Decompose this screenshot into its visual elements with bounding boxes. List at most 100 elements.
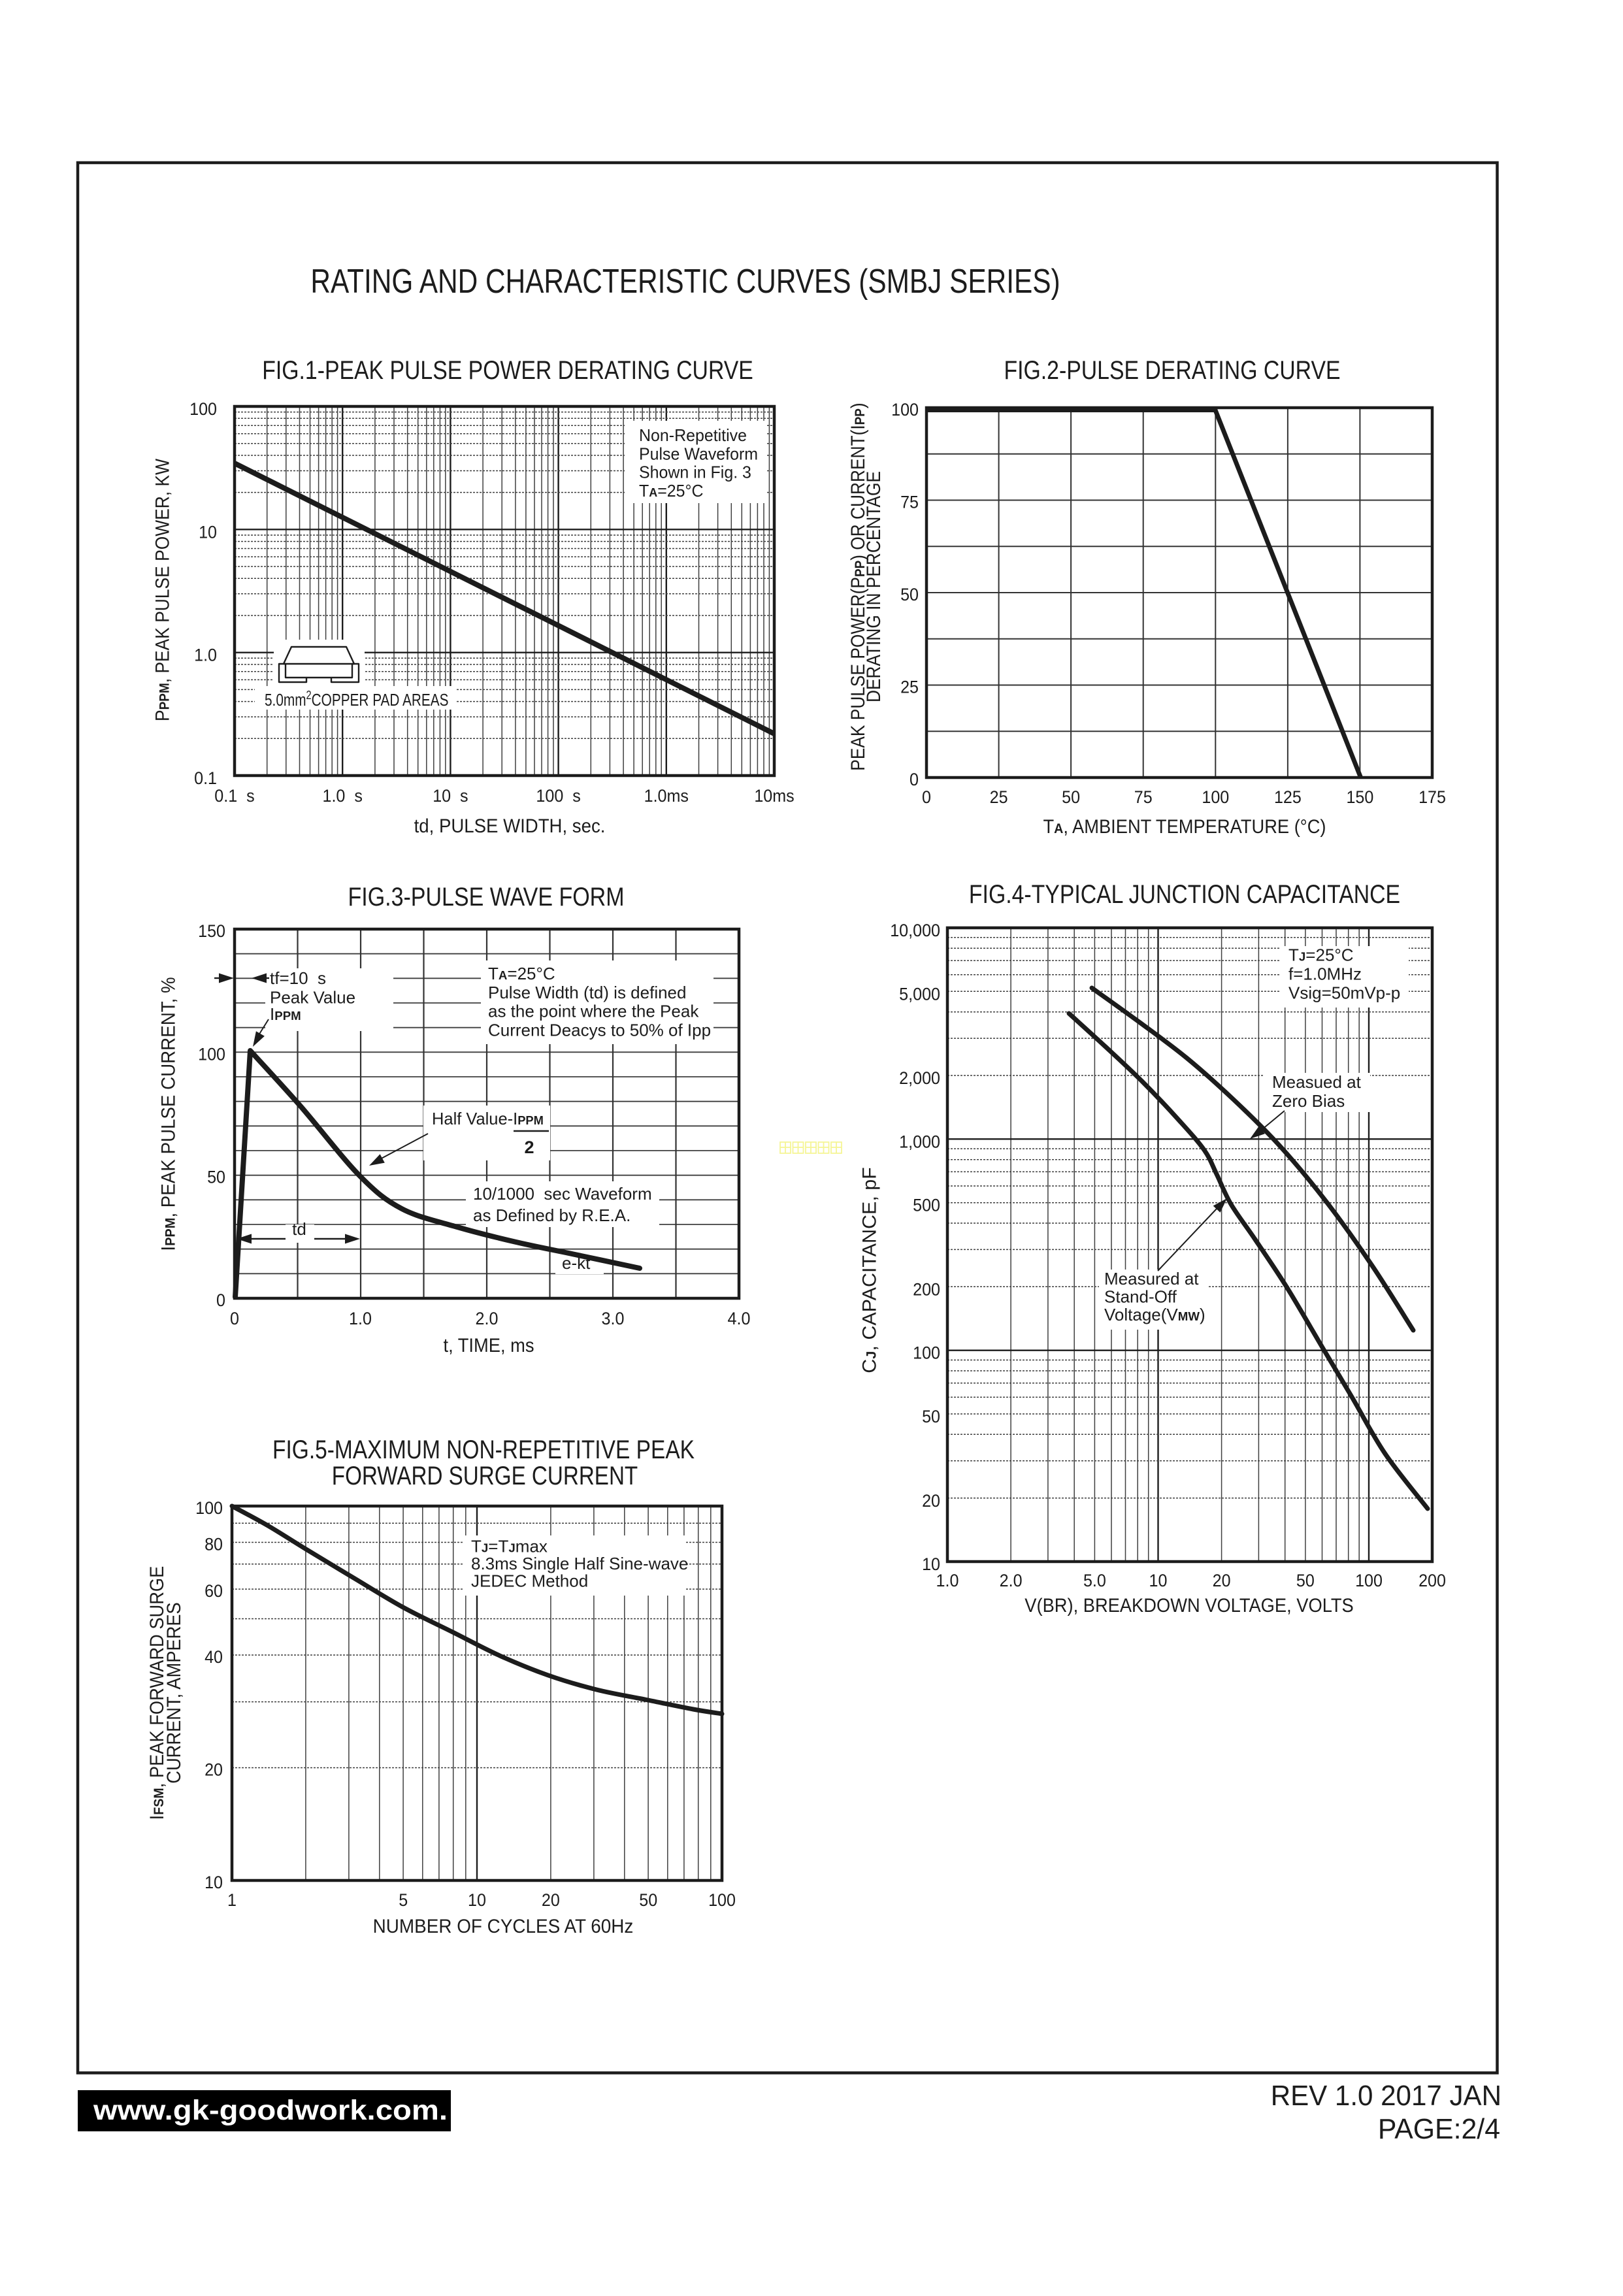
svg-text:FIG.1-PEAK PULSE POWER DERATIN: FIG.1-PEAK PULSE POWER DERATING CURVE	[262, 355, 753, 384]
svg-text:100: 100	[195, 1498, 223, 1518]
svg-text:1.0ms: 1.0ms	[644, 785, 689, 806]
svg-text:75: 75	[900, 492, 919, 512]
svg-text:FIG.5-MAXIMUM NON-REPETITIVE P: FIG.5-MAXIMUM NON-REPETITIVE PEAK	[272, 1435, 695, 1464]
svg-text:5.0: 5.0	[1083, 1570, 1106, 1590]
svg-text:50: 50	[1062, 787, 1080, 807]
svg-text:20: 20	[205, 1760, 223, 1780]
svg-text:RATING AND CHARACTERISTIC CURV: RATING AND CHARACTERISTIC CURVES (SMBJ S…	[310, 263, 1060, 301]
svg-text:10: 10	[922, 1554, 940, 1574]
svg-text:10: 10	[205, 1872, 223, 1892]
svg-text:1: 1	[227, 1890, 237, 1910]
svg-text:1.0: 1.0	[936, 1570, 959, 1590]
svg-text:0: 0	[216, 1290, 225, 1310]
svg-text:10ms: 10ms	[754, 785, 794, 806]
svg-text:JEDEC Method: JEDEC Method	[471, 1571, 588, 1591]
svg-text:REV 1.0 2017 JAN: REV 1.0 2017 JAN	[1271, 2080, 1501, 2112]
svg-text:10,000: 10,000	[890, 920, 940, 940]
svg-text:Non-Repetitive: Non-Repetitive	[639, 427, 747, 446]
svg-text:25: 25	[990, 787, 1008, 807]
svg-text:100: 100	[198, 1043, 225, 1064]
svg-text:PAGE:2/4: PAGE:2/4	[1378, 2113, 1500, 2145]
svg-text:500: 500	[913, 1195, 940, 1215]
svg-text:2: 2	[524, 1138, 534, 1157]
svg-text:10: 10	[199, 521, 217, 542]
svg-text:1.0: 1.0	[194, 645, 217, 665]
svg-text:2.0: 2.0	[476, 1308, 499, 1328]
svg-text:www.gk-goodwork.com.: www.gk-goodwork.com.	[93, 2094, 448, 2126]
svg-text:1,000: 1,000	[899, 1131, 940, 1151]
svg-text:100: 100	[189, 399, 217, 419]
svg-text:PPPM, PEAK PULSE POWER, KW: PPPM, PEAK PULSE POWER, KW	[151, 459, 173, 721]
svg-text:10: 10	[468, 1890, 486, 1910]
svg-text:2,000: 2,000	[899, 1068, 940, 1088]
svg-text:f=1.0MHz: f=1.0MHz	[1288, 964, 1362, 984]
svg-text:0.1 s: 0.1 s	[214, 785, 254, 806]
svg-text:100: 100	[1202, 787, 1229, 807]
svg-text:Stand-Off: Stand-Off	[1104, 1287, 1177, 1307]
svg-text:200: 200	[913, 1279, 940, 1300]
svg-text:Pulse Waveform: Pulse Waveform	[639, 445, 758, 464]
svg-text:FIG.2-PULSE DERATING CURVE: FIG.2-PULSE DERATING CURVE	[1004, 355, 1340, 384]
svg-text:50: 50	[639, 1890, 657, 1910]
svg-text:t, TIME, ms: t, TIME, ms	[444, 1335, 534, 1356]
svg-text:Zero Bias: Zero Bias	[1272, 1091, 1345, 1111]
svg-text:20: 20	[542, 1890, 560, 1910]
svg-text:TJ=25°C: TJ=25°C	[1288, 945, 1354, 965]
svg-text:0.1: 0.1	[194, 768, 217, 788]
svg-text:td, PULSE WIDTH, sec.: td, PULSE WIDTH, sec.	[414, 815, 606, 837]
svg-text:Voltage(VMW): Voltage(VMW)	[1104, 1305, 1205, 1324]
svg-text:10 s: 10 s	[433, 785, 468, 806]
svg-text:CJ, CAPACITANCE, pF: CJ, CAPACITANCE, pF	[859, 1167, 881, 1373]
svg-text:as Defined by R.E.A.: as Defined by R.E.A.	[473, 1205, 631, 1225]
svg-text:e-kt: e-kt	[562, 1253, 591, 1273]
svg-text:100: 100	[891, 399, 919, 419]
svg-text:10/1000 sec Waveform: 10/1000 sec Waveform	[473, 1184, 652, 1204]
svg-text:50: 50	[922, 1406, 940, 1426]
svg-text:2.0: 2.0	[1000, 1570, 1023, 1590]
svg-text:Current Deacys to 50% of Ipp: Current Deacys to 50% of Ipp	[488, 1020, 711, 1040]
svg-text:125: 125	[1274, 787, 1302, 807]
svg-text:as the point where the Peak: as the point where the Peak	[488, 1002, 699, 1021]
svg-text:8.3ms Single Half Sine-wave: 8.3ms Single Half Sine-wave	[471, 1554, 688, 1573]
svg-text:50: 50	[900, 584, 919, 604]
svg-text:3.0: 3.0	[602, 1308, 625, 1328]
svg-text:150: 150	[198, 921, 225, 941]
svg-text:175: 175	[1418, 787, 1446, 807]
svg-text:TA=25°C: TA=25°C	[639, 482, 704, 500]
svg-text:80: 80	[205, 1534, 223, 1554]
svg-text:100: 100	[708, 1890, 736, 1910]
svg-text:0: 0	[230, 1308, 239, 1328]
svg-text:FIG.4-TYPICAL JUNCTION CAPACIT: FIG.4-TYPICAL JUNCTION CAPACITANCE	[969, 879, 1400, 908]
svg-text:200: 200	[1418, 1570, 1446, 1590]
svg-text:100: 100	[913, 1343, 940, 1363]
svg-text:5: 5	[399, 1890, 408, 1910]
svg-text:Measued at: Measued at	[1272, 1072, 1362, 1092]
svg-text:NUMBER OF CYCLES AT 60Hz: NUMBER OF CYCLES AT 60Hz	[373, 1916, 634, 1937]
svg-text:TA=25°C: TA=25°C	[488, 964, 555, 983]
svg-text:20: 20	[1213, 1570, 1231, 1590]
svg-text:0: 0	[922, 787, 931, 807]
svg-text:tf=10 s: tf=10 s	[270, 968, 326, 988]
svg-text:FIG.3-PULSE WAVE FORM: FIG.3-PULSE WAVE FORM	[348, 881, 624, 911]
svg-text:Pulse Width (td) is defined: Pulse Width (td) is defined	[488, 983, 686, 1002]
svg-text:10: 10	[1149, 1570, 1168, 1590]
svg-text:20: 20	[922, 1490, 940, 1511]
svg-text:1.0: 1.0	[349, 1308, 372, 1328]
svg-text:TA, AMBIENT TEMPERATURE (°C): TA, AMBIENT TEMPERATURE (°C)	[1043, 816, 1326, 838]
svg-text:CURRENT, AMPERES: CURRENT, AMPERES	[163, 1602, 185, 1784]
svg-text:Shown in Fig. 3: Shown in Fig. 3	[639, 463, 751, 482]
svg-text:FORWARD SURGE CURRENT: FORWARD SURGE CURRENT	[332, 1461, 638, 1490]
svg-text:50: 50	[207, 1167, 225, 1187]
svg-text:PEAK PULSE POWER(PPP) OR CURRE: PEAK PULSE POWER(PPP) OR CURRENT(IPP)	[846, 402, 868, 770]
svg-text:5,000: 5,000	[899, 983, 940, 1004]
svg-text:td: td	[292, 1219, 306, 1239]
svg-text:150: 150	[1346, 787, 1373, 807]
svg-text:5.0mm2​COPPER PAD AREAS: 5.0mm2​COPPER PAD AREAS	[265, 689, 449, 710]
svg-text:Vsig=50mVp-p: Vsig=50mVp-p	[1288, 983, 1400, 1003]
svg-text:V(BR), BREAKDOWN VOLTAGE, VOLT: V(BR), BREAKDOWN VOLTAGE, VOLTS	[1025, 1595, 1353, 1616]
svg-text:50: 50	[1296, 1570, 1315, 1590]
svg-text:4.0: 4.0	[728, 1308, 751, 1328]
svg-text:25: 25	[900, 677, 919, 697]
svg-text:Measured at: Measured at	[1104, 1269, 1199, 1288]
svg-text:0: 0	[910, 769, 919, 789]
